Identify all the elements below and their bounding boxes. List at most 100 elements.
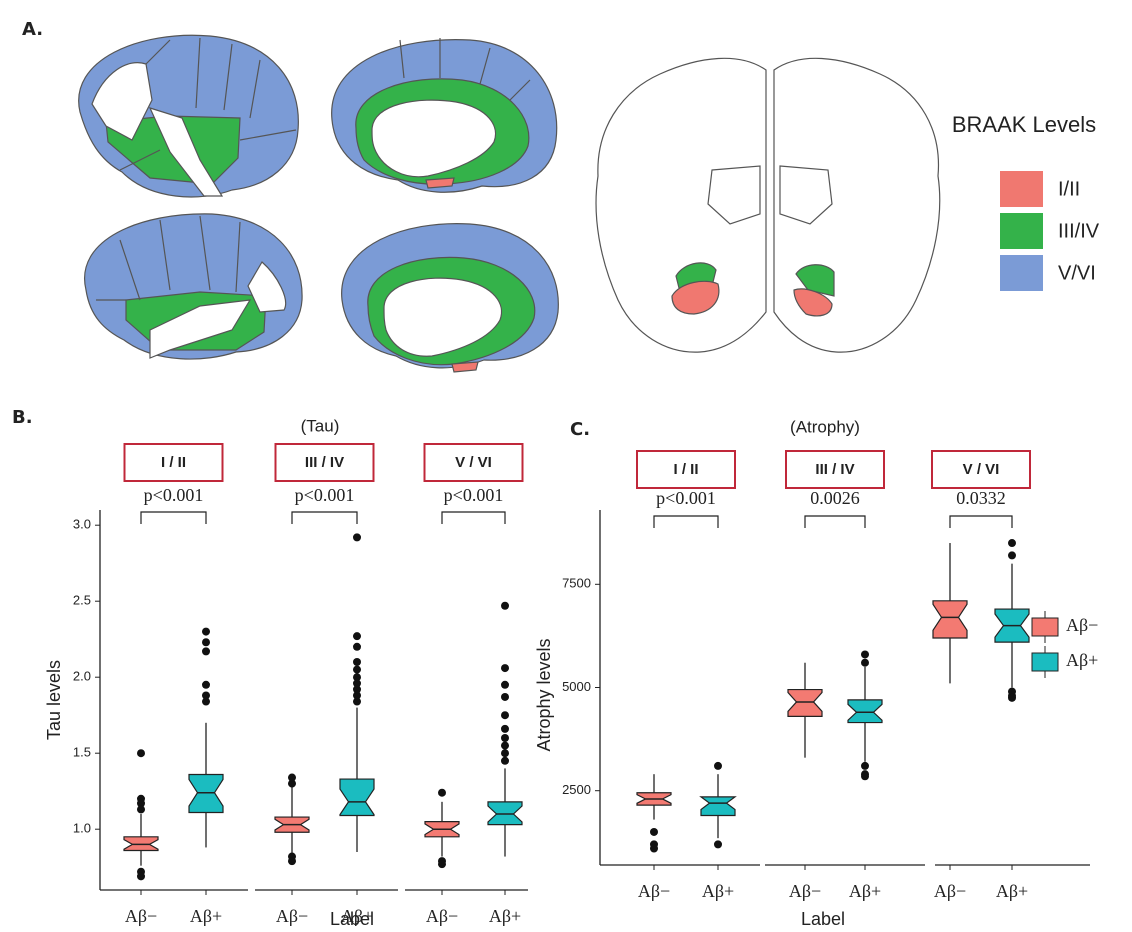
strip-label: V / VI (963, 461, 1000, 478)
x-axis-label: Label (801, 909, 845, 929)
y-tick-label: 2500 (562, 782, 591, 797)
outlier (202, 691, 210, 699)
outlier (202, 628, 210, 636)
significance-bracket (442, 512, 505, 524)
y-tick-label: 7500 (562, 576, 591, 591)
x-tick-label: Aβ+ (341, 906, 373, 926)
significance-bracket (805, 516, 865, 528)
brain-medial-bottom (342, 224, 559, 372)
outlier (288, 857, 296, 865)
box (701, 797, 735, 816)
outlier (501, 742, 509, 750)
y-tick-label: 3.0 (73, 517, 91, 532)
legend-label: Aβ+ (1066, 650, 1098, 670)
y-tick-label: 1.0 (73, 821, 91, 836)
figure: A. BRAAK Levels I/IIIII/IVV/VI (0, 0, 1132, 932)
x-tick-label: Aβ+ (849, 881, 881, 901)
box (340, 779, 374, 815)
panel-label: A. (22, 19, 43, 40)
outlier (353, 658, 361, 666)
box (848, 700, 882, 723)
outlier (353, 666, 361, 674)
outlier (1008, 539, 1016, 547)
outlier (438, 789, 446, 797)
outlier (501, 693, 509, 701)
brain-medial-top (332, 38, 557, 192)
strip-label: I / II (673, 461, 698, 478)
outlier (137, 872, 145, 880)
significance-bracket (654, 516, 718, 528)
legend-key (1032, 618, 1058, 636)
outlier (714, 762, 722, 770)
outlier (501, 757, 509, 765)
outlier (202, 681, 210, 689)
outlier (861, 659, 869, 667)
p-value: p<0.001 (144, 485, 204, 505)
outlier (137, 805, 145, 813)
legend-label: III/IV (1058, 220, 1100, 242)
box (488, 802, 522, 825)
panel-label: B. (12, 407, 33, 428)
outlier (714, 840, 722, 848)
strip-label: III / IV (815, 461, 854, 478)
outlier (288, 774, 296, 782)
outlier (1008, 551, 1016, 559)
panel-label: C. (570, 419, 590, 440)
outlier (650, 828, 658, 836)
outlier (353, 643, 361, 651)
box (124, 837, 158, 851)
charts: B. (Tau) Tau levels Label 1.0 1.5 2.0 2.5 3.0 I /… (12, 407, 1098, 929)
outlier (438, 860, 446, 868)
strip-label: V / VI (455, 454, 492, 471)
significance-bracket (292, 512, 357, 524)
outlier (501, 711, 509, 719)
outlier (501, 664, 509, 672)
p-value: 0.0332 (956, 488, 1006, 508)
legend-key (1032, 653, 1058, 671)
coronal-slice (596, 58, 940, 352)
y-tick-label: 2.5 (73, 593, 91, 608)
y-tick-label: 5000 (562, 679, 591, 694)
x-tick-label: Aβ− (789, 881, 821, 901)
outlier (501, 725, 509, 733)
y-tick-label: 2.0 (73, 669, 91, 684)
brain-lateral-bottom (85, 214, 303, 359)
x-tick-label: Aβ− (638, 881, 670, 901)
legend-label: Aβ− (1066, 615, 1098, 635)
outlier (861, 650, 869, 658)
p-value: p<0.001 (656, 488, 716, 508)
p-value: 0.0026 (810, 488, 860, 508)
p-value: p<0.001 (295, 485, 355, 505)
y-tick-label: 1.5 (73, 745, 91, 760)
legend-label: V/VI (1058, 262, 1096, 284)
brain-lateral-top (79, 35, 299, 197)
y-axis-label: Atrophy levels (534, 638, 554, 751)
x-tick-label: Aβ− (426, 906, 458, 926)
outlier (501, 749, 509, 757)
x-tick-label: Aβ− (276, 906, 308, 926)
y-axis-label: Tau levels (44, 660, 64, 740)
outlier (501, 602, 509, 610)
strip-label: III / IV (305, 454, 344, 471)
x-tick-label: Aβ+ (190, 906, 222, 926)
p-value: p<0.001 (444, 485, 504, 505)
outlier (650, 844, 658, 852)
outlier (1008, 694, 1016, 702)
outlier (353, 673, 361, 681)
outlier (202, 638, 210, 646)
outlier (353, 632, 361, 640)
legend-title: BRAAK Levels (952, 112, 1096, 137)
outlier (861, 762, 869, 770)
significance-bracket (141, 512, 206, 524)
outlier (501, 681, 509, 689)
box (933, 601, 967, 638)
x-tick-label: Aβ− (125, 906, 157, 926)
legend-swatch (1000, 255, 1043, 291)
chart-title: (Tau) (301, 416, 340, 435)
box (788, 690, 822, 717)
legend-swatch (1000, 213, 1043, 249)
significance-bracket (950, 516, 1012, 528)
outlier (137, 749, 145, 757)
x-tick-label: Aβ+ (702, 881, 734, 901)
